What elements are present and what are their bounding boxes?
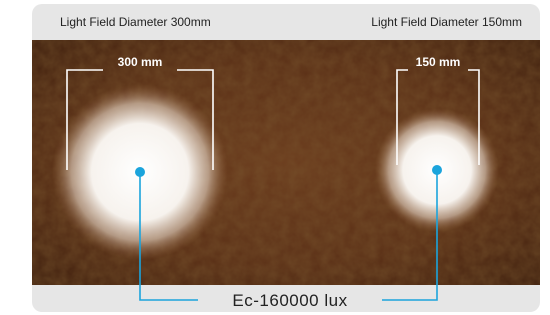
dimension-label: 300 mm [118, 55, 163, 69]
illustration: Light Field Diameter 300mm Light Field D… [0, 0, 550, 315]
illuminance-label: Ec-160000 lux [232, 291, 347, 310]
page: Light Field Diameter 300mm Light Field D… [0, 0, 550, 315]
leather-image [32, 40, 540, 285]
marker-dot [432, 165, 442, 175]
marker-dot [135, 167, 145, 177]
dimension-label: 150 mm [416, 55, 461, 69]
left-header: Light Field Diameter 300mm [60, 15, 211, 29]
right-header: Light Field Diameter 150mm [371, 15, 522, 29]
